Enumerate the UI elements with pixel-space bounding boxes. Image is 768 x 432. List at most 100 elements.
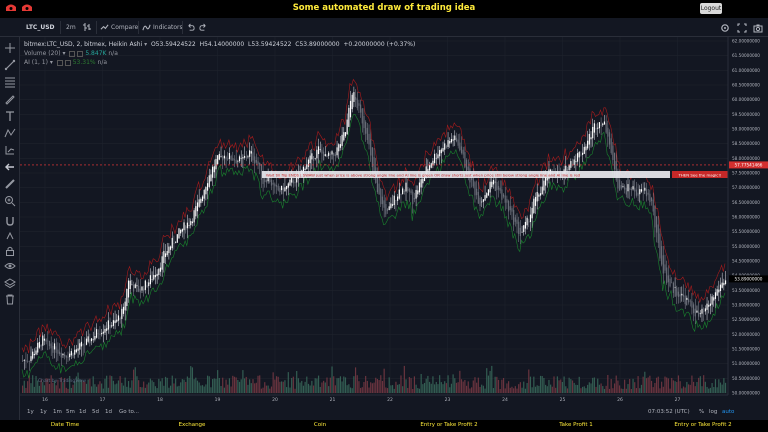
fib-tool-icon[interactable]: [4, 76, 16, 88]
range-button[interactable]: 1y: [40, 409, 47, 415]
candle-body: [139, 288, 141, 293]
indicators-icon[interactable]: [142, 23, 151, 32]
volume-bar: [154, 386, 157, 393]
red-logo-icon[interactable]: [5, 3, 17, 13]
volume-bar: [193, 379, 195, 393]
volume-bar: [43, 385, 46, 393]
range-button[interactable]: 5d: [92, 409, 99, 415]
snapshot-camera-icon[interactable]: [753, 23, 763, 33]
volume-bar: [583, 386, 585, 393]
candle-body: [442, 148, 444, 152]
candle-body: [121, 308, 123, 319]
zoom-in-icon[interactable]: [4, 195, 16, 207]
compare-button[interactable]: Compare: [111, 24, 139, 31]
candle-body: [622, 186, 624, 187]
candle-body: [597, 127, 599, 129]
candle-body: [53, 343, 56, 350]
candle-body: [97, 333, 99, 335]
back-arrow-icon[interactable]: [4, 161, 16, 173]
candle-body: [395, 200, 397, 202]
brush-icon[interactable]: [4, 93, 16, 105]
log-toggle[interactable]: log: [709, 409, 718, 415]
fullscreen-icon[interactable]: [737, 23, 747, 33]
volume-bar: [274, 379, 276, 393]
candle-body: [365, 122, 367, 134]
range-button[interactable]: 1m: [53, 409, 62, 415]
candle-body: [706, 303, 708, 310]
ai-settings-box[interactable]: [64, 59, 71, 66]
candle-body: [376, 175, 379, 193]
volume-bar: [410, 378, 412, 393]
compare-icon[interactable]: [100, 23, 109, 32]
ai-indicator-label[interactable]: AI (1, 1): [24, 59, 48, 66]
red-alert-icon[interactable]: [21, 3, 33, 13]
chart-grid: [20, 37, 728, 395]
candle-body: [576, 153, 579, 162]
eye-icon[interactable]: [4, 260, 16, 272]
price-axis[interactable]: [728, 37, 768, 405]
candle-body: [235, 159, 237, 164]
volume-bar: [361, 387, 363, 393]
candle-body: [465, 159, 468, 174]
range-button[interactable]: 1d: [105, 409, 112, 415]
volume-bar: [344, 377, 347, 393]
trade-annotation: Wait till flip ENDS | SWAW just when pri…: [262, 171, 728, 178]
volume-bar: [593, 377, 595, 393]
range-button[interactable]: 5m: [66, 409, 75, 415]
settings-gear-icon[interactable]: [720, 23, 730, 33]
volume-bar: [724, 382, 727, 393]
legend-series-name[interactable]: bitmex:LTC_USD, 2, bitmex, Heikin Ashi: [24, 41, 143, 48]
magnet-icon[interactable]: [4, 215, 16, 227]
volume-bar: [233, 376, 236, 393]
symbol-search[interactable]: LTC_USD: [26, 24, 55, 31]
layers-icon[interactable]: [4, 277, 16, 289]
prediction-tool-icon[interactable]: [4, 144, 16, 156]
legend-high: H54.14000000: [199, 41, 245, 48]
trash-icon[interactable]: [4, 293, 16, 305]
candle-body: [687, 298, 690, 303]
candle-body: [358, 103, 360, 106]
ruler-icon[interactable]: [4, 178, 16, 190]
bar-style-icon[interactable]: [82, 22, 92, 32]
volume-bar: [69, 375, 71, 393]
volume-dropdown-icon[interactable]: ▾: [62, 50, 66, 57]
candle-body: [264, 177, 266, 183]
indicators-button[interactable]: Indicators: [153, 24, 183, 31]
legend-dropdown-icon[interactable]: ▾: [144, 41, 148, 48]
ai-toggle-box[interactable]: [56, 59, 63, 66]
chart-area[interactable]: Wait till flip ENDS | SWAW just when pri…: [20, 37, 768, 420]
volume-toggle-box[interactable]: [69, 50, 76, 57]
volume-bar: [713, 387, 715, 393]
logout-button[interactable]: Logout: [700, 3, 722, 14]
interval-selector[interactable]: 2m: [66, 24, 76, 31]
text-tool-icon[interactable]: [4, 110, 16, 122]
crosshair-icon[interactable]: [4, 42, 16, 54]
candle-body: [265, 179, 268, 183]
candle-body: [40, 344, 42, 347]
volume-bar: [650, 380, 653, 393]
goto-button[interactable]: Go to...: [119, 409, 140, 415]
tradingview-watermark[interactable]: Chart by TradingView: [38, 378, 86, 384]
undo-icon[interactable]: [186, 23, 195, 32]
lock-icon[interactable]: [4, 245, 16, 257]
range-button[interactable]: 1d: [79, 409, 86, 415]
utc-time[interactable]: 07:03:52 (UTC): [648, 409, 690, 415]
volume-na: n/a: [108, 50, 118, 57]
auto-toggle[interactable]: auto: [722, 409, 735, 415]
range-button[interactable]: 1y: [27, 409, 34, 415]
ai-dropdown-icon[interactable]: ▾: [49, 59, 53, 66]
pattern-tool-icon[interactable]: [4, 127, 16, 139]
candle-body: [284, 187, 286, 192]
percent-toggle[interactable]: %: [699, 409, 705, 415]
volume-bar: [37, 380, 39, 393]
volume-bar: [459, 370, 461, 393]
volume-bar: [674, 381, 676, 393]
price-chart-svg[interactable]: Wait till flip ENDS | SWAW just when pri…: [20, 37, 768, 405]
candle-body: [513, 209, 515, 225]
volume-indicator-label[interactable]: Volume (20): [24, 50, 61, 57]
volume-settings-box[interactable]: [77, 50, 84, 57]
stay-in-drawing-icon[interactable]: [4, 230, 16, 242]
redo-icon[interactable]: [199, 23, 208, 32]
volume-bar: [647, 377, 649, 393]
trend-line-icon[interactable]: [4, 59, 16, 71]
